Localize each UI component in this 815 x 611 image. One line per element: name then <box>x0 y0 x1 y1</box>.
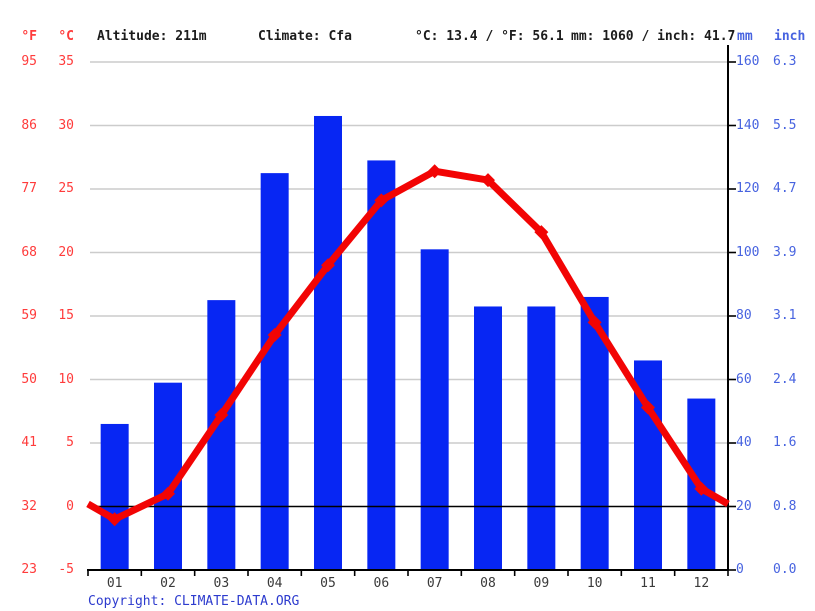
month-label: 02 <box>160 576 176 591</box>
precip-bar <box>474 306 502 570</box>
axis-label-celsius: 0 <box>66 498 74 514</box>
precip-bar <box>260 173 289 570</box>
axis-label-inch: 3.1 <box>773 308 797 323</box>
month-label: 04 <box>266 576 283 591</box>
precip-bar <box>314 115 342 570</box>
axis-label-celsius: 20 <box>58 244 74 260</box>
axis-label-celsius: 15 <box>58 308 74 323</box>
axis-label-celsius: 30 <box>58 117 74 133</box>
axis-label-inch: 3.9 <box>773 244 797 260</box>
month-label: 11 <box>640 576 656 591</box>
axis-label-mm: 0 <box>736 562 744 577</box>
temp-marker <box>534 225 549 240</box>
axis-label-celsius: 5 <box>66 435 74 450</box>
axis-label-fahrenheit: 68 <box>21 244 37 260</box>
header-fahrenheit-unit: °F <box>21 29 37 44</box>
axis-label-fahrenheit: 41 <box>21 435 37 450</box>
temp-marker <box>321 258 335 273</box>
precip-bar <box>420 249 449 570</box>
axis-label-mm: 160 <box>736 54 760 69</box>
axis-label-celsius: 25 <box>58 181 74 196</box>
mean-temperature-summary: °C: 13.4 / °F: 56.1 <box>415 29 564 44</box>
temp-marker <box>481 173 495 188</box>
climate-classification: Climate: Cfa <box>258 29 352 44</box>
axis-label-inch: 0.8 <box>773 498 797 514</box>
temp-marker <box>107 512 122 527</box>
axis-label-mm: 140 <box>736 117 760 133</box>
temp-marker <box>214 408 229 423</box>
axis-label-inch: 6.3 <box>773 54 797 69</box>
axis-label-celsius: 35 <box>58 54 74 69</box>
temp-marker <box>161 486 175 501</box>
axis-label-fahrenheit: 77 <box>21 181 37 196</box>
month-label: 08 <box>480 576 496 591</box>
month-label: 03 <box>213 576 230 591</box>
axis-label-mm: 40 <box>736 435 752 450</box>
axis-label-fahrenheit: 50 <box>21 371 37 387</box>
header-celsius-unit: °C <box>58 29 74 44</box>
axis-label-fahrenheit: 32 <box>21 498 37 514</box>
copyright: Copyright: CLIMATE-DATA.ORG <box>88 594 299 610</box>
copyright-prefix: Copyright: <box>88 594 175 609</box>
axis-label-fahrenheit: 95 <box>21 54 37 69</box>
axis-label-fahrenheit: 23 <box>21 562 37 577</box>
axis-label-fahrenheit: 86 <box>21 117 37 133</box>
precip-bar <box>527 306 556 570</box>
month-label: 06 <box>373 576 390 591</box>
temp-marker <box>267 328 282 343</box>
month-label: 12 <box>693 576 710 591</box>
month-label: 07 <box>426 576 443 591</box>
axis-label-celsius: -5 <box>58 562 74 577</box>
temp-marker <box>641 400 655 415</box>
precip-bar <box>367 160 396 571</box>
axis-label-inch: 1.6 <box>773 435 797 450</box>
axis-label-mm: 80 <box>736 308 752 323</box>
month-label: 05 <box>320 576 336 591</box>
axis-label-mm: 20 <box>736 498 752 514</box>
header-mm-unit: mm <box>737 29 753 44</box>
axis-label-mm: 100 <box>736 244 760 260</box>
copyright-link[interactable]: CLIMATE-DATA.ORG <box>174 594 300 609</box>
axis-label-inch: 5.5 <box>773 117 797 133</box>
month-label: 09 <box>533 576 550 591</box>
temp-marker <box>427 164 442 179</box>
month-label: 01 <box>106 576 123 591</box>
temp-line <box>86 167 730 523</box>
temp-marker <box>374 193 389 208</box>
axis-label-mm: 60 <box>736 371 752 387</box>
axis-label-celsius: 10 <box>58 371 74 387</box>
header-inch-unit: inch <box>774 29 806 44</box>
month-label: 10 <box>586 576 603 591</box>
axis-label-inch: 2.4 <box>773 371 797 387</box>
temp-marker <box>694 481 709 496</box>
axis-label-inch: 0.0 <box>773 562 797 577</box>
axis-label-inch: 4.7 <box>773 181 797 196</box>
altitude-value: Altitude: 211m <box>97 29 207 44</box>
temp-marker <box>587 315 602 330</box>
precipitation-summary: mm: 1060 / inch: 41.7 <box>571 29 736 44</box>
axis-label-fahrenheit: 59 <box>21 308 37 323</box>
precip-bar <box>100 423 129 570</box>
axis-label-mm: 120 <box>736 181 760 196</box>
